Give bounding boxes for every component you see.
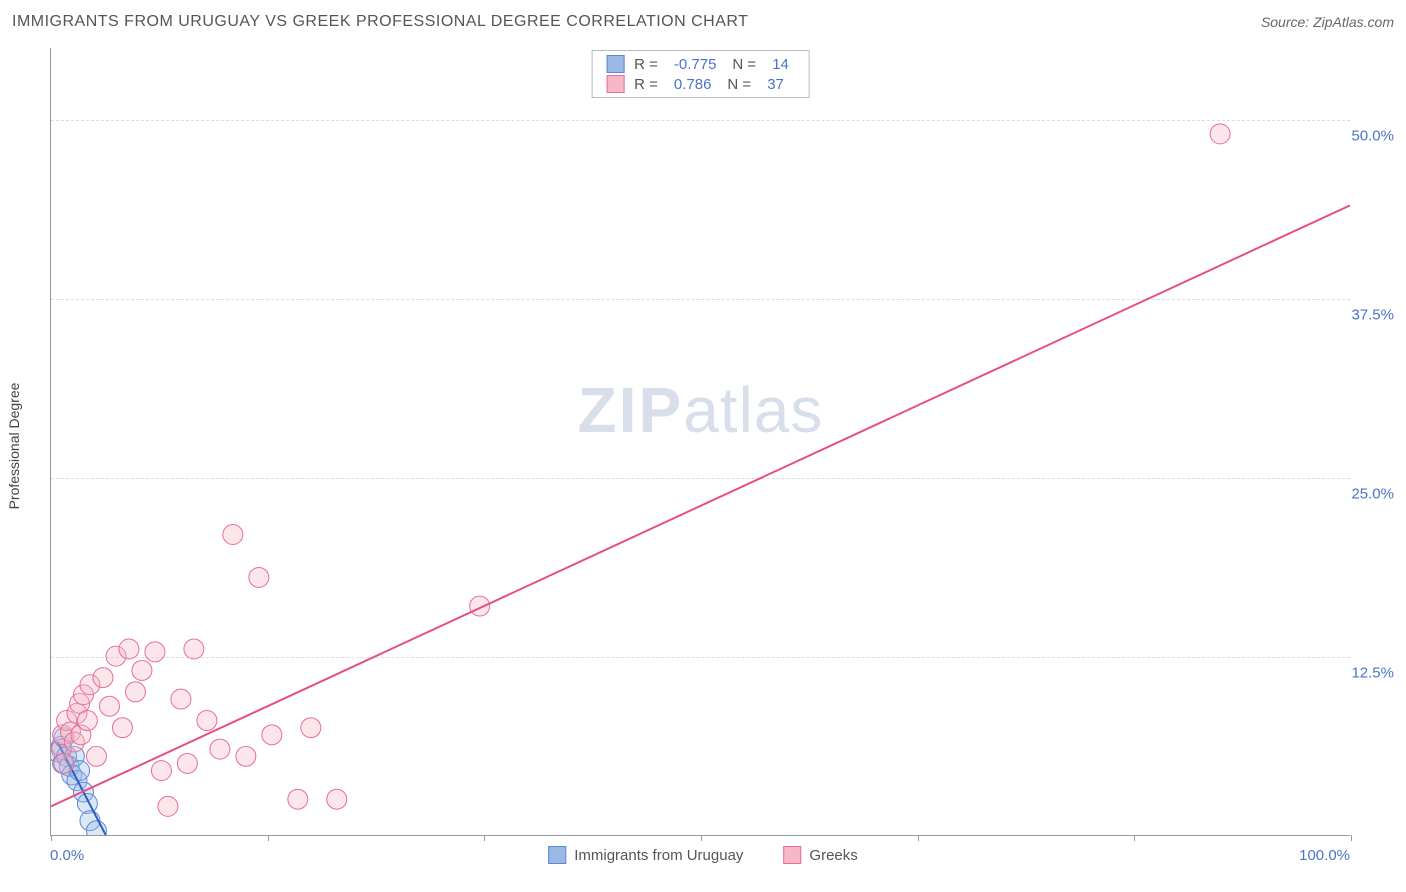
legend-label-series-1: Greeks: [809, 847, 857, 864]
r-value-series-0: -0.775: [668, 56, 723, 73]
y-tick-label: 12.5%: [1351, 664, 1394, 681]
data-point-series-1: [327, 789, 347, 809]
y-axis-label: Professional Degree: [6, 383, 22, 510]
data-point-series-1: [249, 567, 269, 587]
data-point-series-1: [177, 753, 197, 773]
swatch-series-1: [783, 846, 801, 864]
data-point-series-1: [119, 639, 139, 659]
scatter-svg: [51, 48, 1350, 835]
data-point-series-0: [77, 794, 97, 814]
n-value-series-0: 14: [766, 56, 795, 73]
x-tick: [268, 835, 269, 841]
data-point-series-1: [54, 753, 74, 773]
data-point-series-1: [223, 525, 243, 545]
x-axis-min-label: 0.0%: [50, 847, 84, 864]
swatch-series-0: [606, 55, 624, 73]
legend-item-series-1: Greeks: [783, 846, 857, 864]
x-tick: [51, 835, 52, 841]
x-axis-max-label: 100.0%: [1299, 847, 1350, 864]
data-point-series-1: [171, 689, 191, 709]
data-point-series-1: [125, 682, 145, 702]
x-tick: [918, 835, 919, 841]
data-point-series-1: [145, 642, 165, 662]
data-point-series-1: [184, 639, 204, 659]
data-point-series-1: [99, 696, 119, 716]
data-point-series-1: [158, 796, 178, 816]
y-tick-label: 50.0%: [1351, 127, 1394, 144]
legend-label-series-0: Immigrants from Uruguay: [574, 847, 743, 864]
header: IMMIGRANTS FROM URUGUAY VS GREEK PROFESS…: [0, 0, 1406, 40]
data-point-series-1: [151, 761, 171, 781]
data-point-series-1: [132, 660, 152, 680]
n-value-series-1: 37: [761, 76, 790, 93]
swatch-series-0: [548, 846, 566, 864]
data-point-series-1: [262, 725, 282, 745]
page-title: IMMIGRANTS FROM URUGUAY VS GREEK PROFESS…: [12, 13, 748, 31]
data-point-series-1: [470, 596, 490, 616]
plot-area: ZIPatlas R = -0.775 N = 14 R = 0.786 N =…: [50, 48, 1350, 836]
label-r: R =: [634, 76, 658, 93]
data-point-series-1: [93, 668, 113, 688]
legend-row-series-1: R = 0.786 N = 37: [592, 74, 809, 94]
data-point-series-1: [236, 746, 256, 766]
data-point-series-1: [86, 746, 106, 766]
x-tick: [701, 835, 702, 841]
data-point-series-1: [301, 718, 321, 738]
y-tick-label: 25.0%: [1351, 485, 1394, 502]
data-point-series-1: [197, 711, 217, 731]
legend-series: Immigrants from Uruguay Greeks: [548, 846, 858, 864]
x-tick: [1351, 835, 1352, 841]
data-point-series-1: [112, 718, 132, 738]
x-tick: [1134, 835, 1135, 841]
legend-item-series-0: Immigrants from Uruguay: [548, 846, 743, 864]
source-attribution: Source: ZipAtlas.com: [1261, 14, 1394, 30]
data-point-series-1: [77, 711, 97, 731]
legend-row-series-0: R = -0.775 N = 14: [592, 54, 809, 74]
r-value-series-1: 0.786: [668, 76, 718, 93]
swatch-series-1: [606, 75, 624, 93]
trend-line-series-1: [51, 205, 1350, 806]
x-tick: [484, 835, 485, 841]
data-point-series-1: [1210, 124, 1230, 144]
label-r: R =: [634, 56, 658, 73]
label-n: N =: [727, 76, 751, 93]
label-n: N =: [732, 56, 756, 73]
data-point-series-1: [210, 739, 230, 759]
data-point-series-1: [288, 789, 308, 809]
legend-correlation: R = -0.775 N = 14 R = 0.786 N = 37: [591, 50, 810, 98]
y-tick-label: 37.5%: [1351, 306, 1394, 323]
